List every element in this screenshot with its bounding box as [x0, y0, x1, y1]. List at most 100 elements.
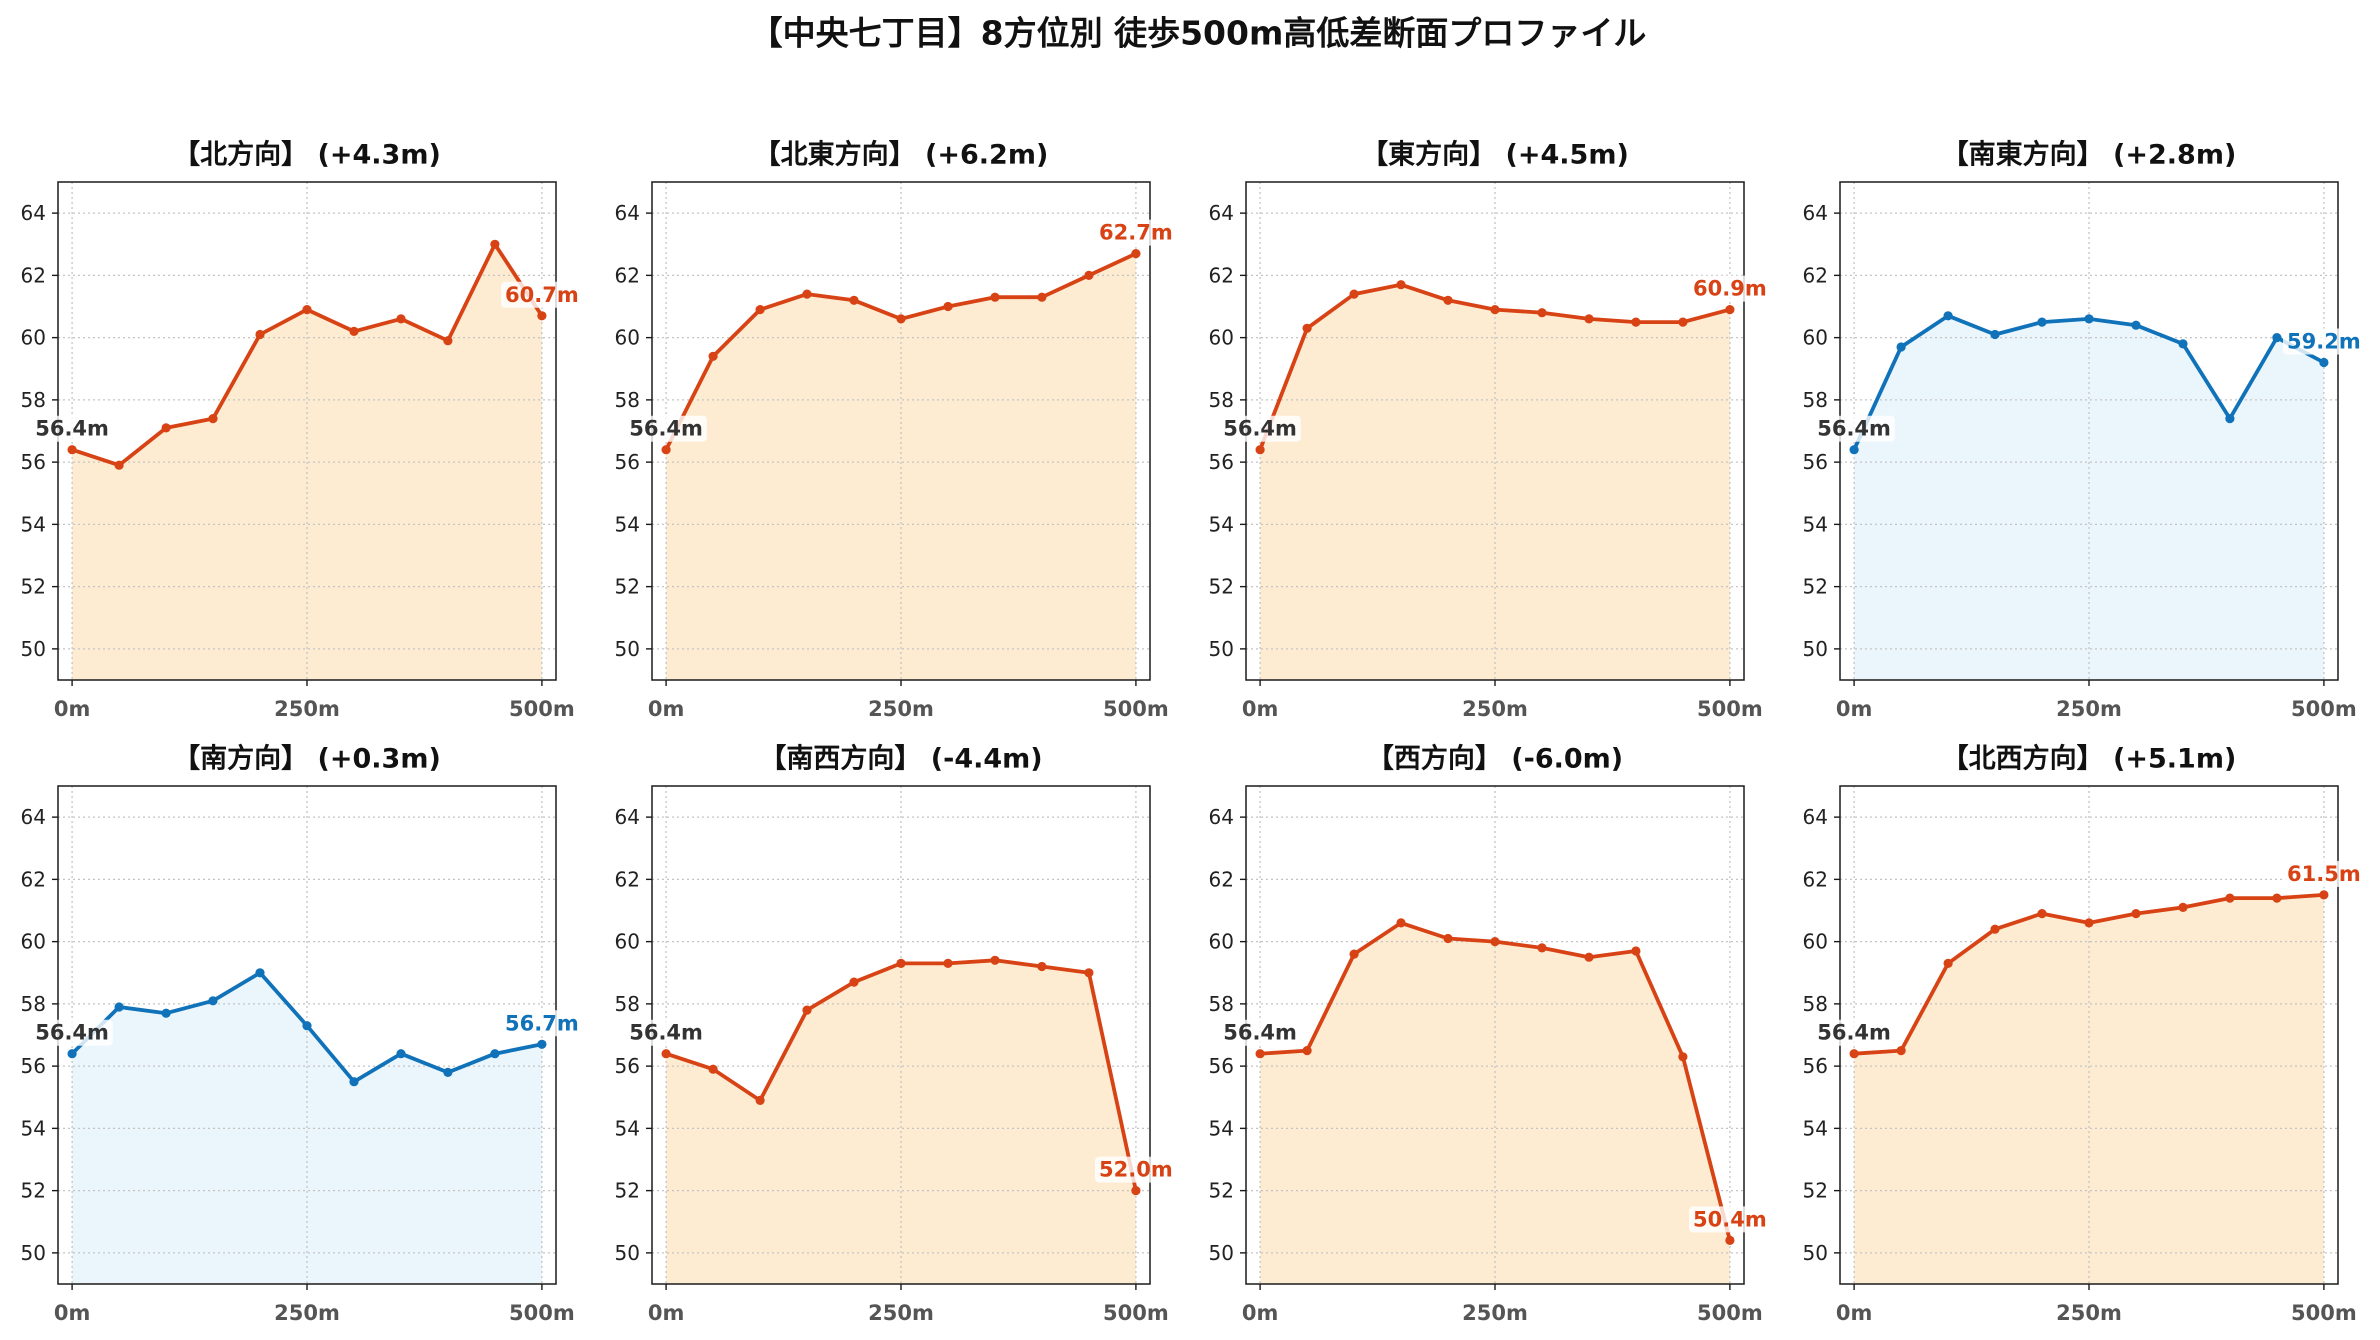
- data-point: [896, 314, 906, 324]
- data-point: [1849, 445, 1859, 455]
- data-point: [302, 305, 312, 315]
- x-tick-label: 250m: [1462, 697, 1528, 721]
- data-point: [1631, 946, 1641, 956]
- start-elevation-label: 56.4m: [1223, 417, 1297, 441]
- x-tick-label: 0m: [54, 1301, 91, 1325]
- y-tick-label: 58: [1209, 992, 1234, 1016]
- y-tick-label: 64: [615, 805, 640, 829]
- data-point: [1349, 949, 1359, 959]
- data-point: [1302, 1046, 1312, 1056]
- data-point: [1443, 933, 1453, 944]
- data-point: [1896, 1046, 1906, 1056]
- y-tick-label: 56: [615, 1054, 640, 1078]
- end-elevation-label: 50.4m: [1693, 1207, 1767, 1231]
- start-elevation-label: 56.4m: [629, 1021, 703, 1045]
- y-tick-label: 54: [1803, 1116, 1828, 1140]
- y-tick-label: 60: [1209, 326, 1234, 350]
- y-tick-label: 60: [1209, 930, 1234, 954]
- data-point: [1943, 958, 1953, 969]
- x-tick-label: 0m: [1836, 697, 1873, 721]
- start-elevation-label: 56.4m: [1817, 417, 1891, 441]
- data-point: [2319, 890, 2329, 900]
- data-point: [208, 996, 218, 1006]
- data-point: [67, 445, 77, 455]
- y-tick-label: 58: [615, 388, 640, 412]
- y-tick-label: 56: [1209, 450, 1234, 474]
- start-elevation-label: 56.4m: [1817, 1021, 1891, 1045]
- end-elevation-label: 56.7m: [505, 1011, 579, 1035]
- data-point: [1725, 305, 1735, 315]
- label-background: [625, 415, 707, 442]
- data-point: [208, 414, 218, 424]
- y-tick-label: 52: [1803, 575, 1828, 599]
- y-tick-label: 50: [21, 1241, 46, 1265]
- x-tick-label: 500m: [2291, 1301, 2357, 1325]
- elevation-area: [72, 972, 542, 1284]
- data-point: [1131, 249, 1141, 259]
- label-background: [1813, 415, 1895, 442]
- y-tick-label: 54: [21, 512, 46, 536]
- data-point: [1396, 918, 1406, 928]
- data-point: [490, 239, 500, 249]
- data-point: [943, 958, 953, 969]
- y-tick-label: 60: [21, 930, 46, 954]
- y-tick-label: 60: [615, 326, 640, 350]
- x-tick-label: 500m: [1103, 1301, 1169, 1325]
- data-point: [67, 1049, 77, 1059]
- label-background: [501, 281, 583, 308]
- x-tick-label: 500m: [1697, 697, 1763, 721]
- subplot-northeast: 【北東方向】 (+6.2m) 50 52 54 56 58 60 62 64 0m 250m 500m…: [615, 139, 1177, 721]
- label-background: [2283, 328, 2365, 355]
- data-point: [1537, 943, 1547, 953]
- subplot-north: 【北方向】 (+4.3m) 50 52 54 56 58 60 62 64 0m 250m 500m 5…: [21, 139, 583, 721]
- y-tick-label: 54: [1209, 1116, 1234, 1140]
- data-point: [537, 311, 547, 321]
- data-point: [2319, 357, 2329, 368]
- subplot-east: 【東方向】 (+4.5m) 50 52 54 56 58 60 62 64 0m 250m 500m 5…: [1209, 139, 1771, 721]
- y-tick-label: 52: [1803, 1179, 1828, 1203]
- subplot-title: 【南西方向】 (-4.4m): [759, 743, 1042, 775]
- y-tick-label: 54: [21, 1116, 46, 1140]
- data-point: [2225, 414, 2235, 424]
- label-background: [1095, 219, 1177, 246]
- data-point: [661, 1049, 671, 1059]
- data-point: [1725, 1235, 1735, 1245]
- data-point: [1084, 270, 1094, 280]
- start-elevation-label: 56.4m: [35, 1021, 109, 1045]
- data-point: [802, 1005, 812, 1015]
- y-tick-label: 64: [21, 201, 46, 225]
- data-point: [1084, 968, 1094, 978]
- data-point: [1396, 280, 1406, 290]
- y-tick-label: 64: [21, 805, 46, 829]
- data-point: [161, 423, 171, 433]
- data-point: [1990, 924, 2000, 934]
- elevation-area: [1260, 922, 1730, 1284]
- subplot-southwest: 【南西方向】 (-4.4m) 50 52 54 56 58 60 62 64 0m 250m 500m…: [615, 743, 1177, 1325]
- y-tick-label: 60: [615, 930, 640, 954]
- data-point: [708, 1064, 718, 1074]
- data-point: [396, 1049, 406, 1059]
- subplot-title: 【北東方向】 (+6.2m): [754, 139, 1049, 171]
- y-tick-label: 56: [21, 450, 46, 474]
- data-point: [849, 977, 859, 987]
- data-point: [537, 1039, 547, 1049]
- x-tick-label: 250m: [868, 697, 934, 721]
- data-point: [349, 326, 359, 336]
- subplot-southeast: 【南東方向】 (+2.8m) 50 52 54 56 58 60 62 64 0m 250m 500m…: [1803, 139, 2365, 721]
- x-tick-label: 500m: [509, 697, 575, 721]
- data-point: [161, 1008, 171, 1018]
- x-tick-label: 0m: [648, 697, 685, 721]
- y-tick-label: 58: [1803, 992, 1828, 1016]
- y-tick-label: 50: [1803, 637, 1828, 661]
- y-tick-label: 62: [21, 263, 46, 287]
- y-tick-label: 58: [21, 992, 46, 1016]
- x-tick-label: 250m: [274, 697, 340, 721]
- y-tick-label: 52: [1209, 1179, 1234, 1203]
- subplot-south: 【南方向】 (+0.3m) 50 52 54 56 58 60 62 64 0m 250m 500m 5…: [21, 743, 583, 1325]
- y-tick-label: 50: [21, 637, 46, 661]
- data-point: [1678, 317, 1688, 327]
- data-point: [1584, 952, 1594, 962]
- y-tick-label: 54: [1209, 512, 1234, 536]
- y-tick-label: 56: [1803, 450, 1828, 474]
